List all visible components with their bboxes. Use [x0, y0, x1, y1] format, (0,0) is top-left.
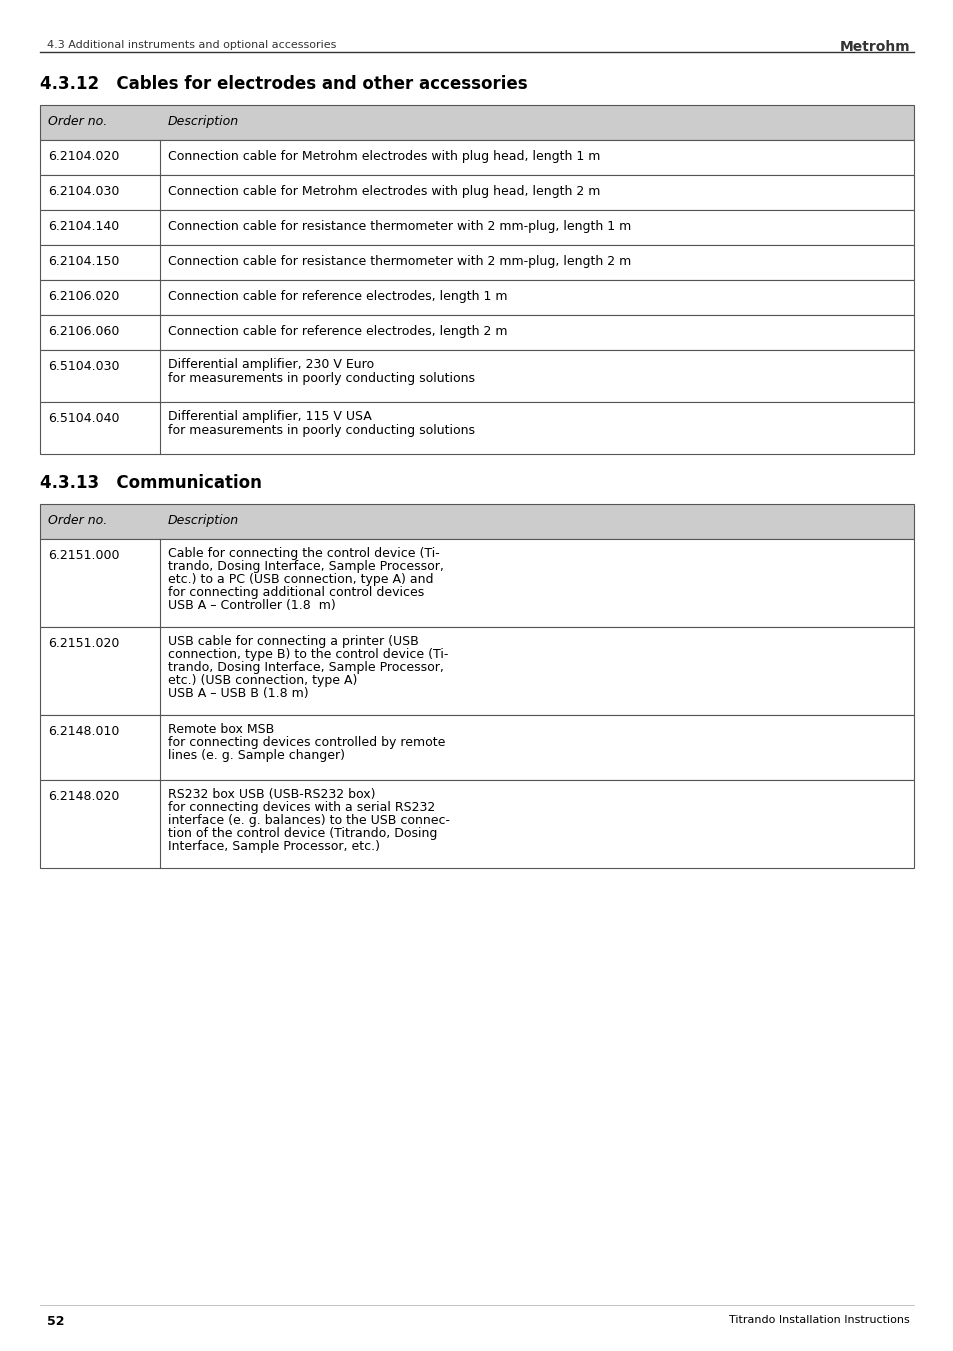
Text: Cable for connecting the control device (Ti-: Cable for connecting the control device … — [168, 547, 439, 561]
Text: 4.3 Additional instruments and optional accessories: 4.3 Additional instruments and optional … — [47, 41, 336, 50]
Text: Order no.: Order no. — [48, 115, 107, 128]
Text: Connection cable for reference electrodes, length 2 m: Connection cable for reference electrode… — [168, 326, 507, 338]
Text: 6.5104.040: 6.5104.040 — [48, 412, 119, 426]
Text: 6.2106.020: 6.2106.020 — [48, 290, 119, 303]
Text: 6.2148.010: 6.2148.010 — [48, 725, 119, 738]
Bar — [40, 141, 913, 176]
Text: for connecting devices controlled by remote: for connecting devices controlled by rem… — [168, 736, 445, 748]
Text: Metrohm: Metrohm — [839, 41, 909, 54]
Bar — [40, 715, 913, 780]
Bar — [40, 280, 913, 315]
Text: interface (e. g. balances) to the USB connec-: interface (e. g. balances) to the USB co… — [168, 815, 450, 827]
Bar — [40, 627, 913, 715]
Text: 6.2151.020: 6.2151.020 — [48, 638, 119, 650]
Text: Connection cable for Metrohm electrodes with plug head, length 1 m: Connection cable for Metrohm electrodes … — [168, 150, 599, 163]
Text: for measurements in poorly conducting solutions: for measurements in poorly conducting so… — [168, 424, 475, 436]
Text: Titrando Installation Instructions: Titrando Installation Instructions — [728, 1315, 909, 1325]
Text: USB cable for connecting a printer (USB: USB cable for connecting a printer (USB — [168, 635, 418, 648]
Text: 4.3.12   Cables for electrodes and other accessories: 4.3.12 Cables for electrodes and other a… — [40, 76, 527, 93]
Text: Differential amplifier, 230 V Euro: Differential amplifier, 230 V Euro — [168, 358, 374, 372]
Text: 6.2151.000: 6.2151.000 — [48, 549, 119, 562]
Text: for measurements in poorly conducting solutions: for measurements in poorly conducting so… — [168, 372, 475, 385]
Text: USB A – USB B (1.8 m): USB A – USB B (1.8 m) — [168, 688, 309, 700]
Text: 6.2106.060: 6.2106.060 — [48, 326, 119, 338]
Text: Order no.: Order no. — [48, 513, 107, 527]
Bar — [40, 780, 913, 867]
Text: 6.2104.150: 6.2104.150 — [48, 255, 119, 267]
Text: etc.) to a PC (USB connection, type A) and: etc.) to a PC (USB connection, type A) a… — [168, 573, 433, 586]
Text: Description: Description — [168, 513, 239, 527]
Bar — [40, 105, 913, 141]
Text: Differential amplifier, 115 V USA: Differential amplifier, 115 V USA — [168, 409, 372, 423]
Text: 6.2104.020: 6.2104.020 — [48, 150, 119, 163]
Text: etc.) (USB connection, type A): etc.) (USB connection, type A) — [168, 674, 357, 688]
Text: 6.2104.140: 6.2104.140 — [48, 220, 119, 232]
Text: for connecting devices with a serial RS232: for connecting devices with a serial RS2… — [168, 801, 435, 815]
Bar — [40, 245, 913, 280]
Text: USB A – Controller (1.8  m): USB A – Controller (1.8 m) — [168, 598, 335, 612]
Text: 4.3.13   Communication: 4.3.13 Communication — [40, 474, 262, 492]
Text: 6.5104.030: 6.5104.030 — [48, 359, 119, 373]
Text: lines (e. g. Sample changer): lines (e. g. Sample changer) — [168, 748, 345, 762]
Text: connection, type B) to the control device (Ti-: connection, type B) to the control devic… — [168, 648, 448, 661]
Bar — [40, 350, 913, 403]
Text: for connecting additional control devices: for connecting additional control device… — [168, 586, 424, 598]
Bar — [40, 315, 913, 350]
Text: RS232 box USB (USB-RS232 box): RS232 box USB (USB-RS232 box) — [168, 788, 375, 801]
Bar — [40, 504, 913, 539]
Bar — [40, 209, 913, 245]
Bar — [40, 176, 913, 209]
Bar — [40, 403, 913, 454]
Text: Connection cable for reference electrodes, length 1 m: Connection cable for reference electrode… — [168, 290, 507, 303]
Text: 52: 52 — [47, 1315, 65, 1328]
Bar — [40, 539, 913, 627]
Text: Connection cable for resistance thermometer with 2 mm-plug, length 2 m: Connection cable for resistance thermome… — [168, 255, 631, 267]
Text: Interface, Sample Processor, etc.): Interface, Sample Processor, etc.) — [168, 840, 379, 852]
Text: 6.2104.030: 6.2104.030 — [48, 185, 119, 199]
Text: Connection cable for resistance thermometer with 2 mm-plug, length 1 m: Connection cable for resistance thermome… — [168, 220, 631, 232]
Text: trando, Dosing Interface, Sample Processor,: trando, Dosing Interface, Sample Process… — [168, 661, 443, 674]
Text: Connection cable for Metrohm electrodes with plug head, length 2 m: Connection cable for Metrohm electrodes … — [168, 185, 599, 199]
Text: Remote box MSB: Remote box MSB — [168, 723, 274, 736]
Text: tion of the control device (Titrando, Dosing: tion of the control device (Titrando, Do… — [168, 827, 436, 840]
Text: Description: Description — [168, 115, 239, 128]
Text: trando, Dosing Interface, Sample Processor,: trando, Dosing Interface, Sample Process… — [168, 561, 443, 573]
Text: 6.2148.020: 6.2148.020 — [48, 790, 119, 802]
